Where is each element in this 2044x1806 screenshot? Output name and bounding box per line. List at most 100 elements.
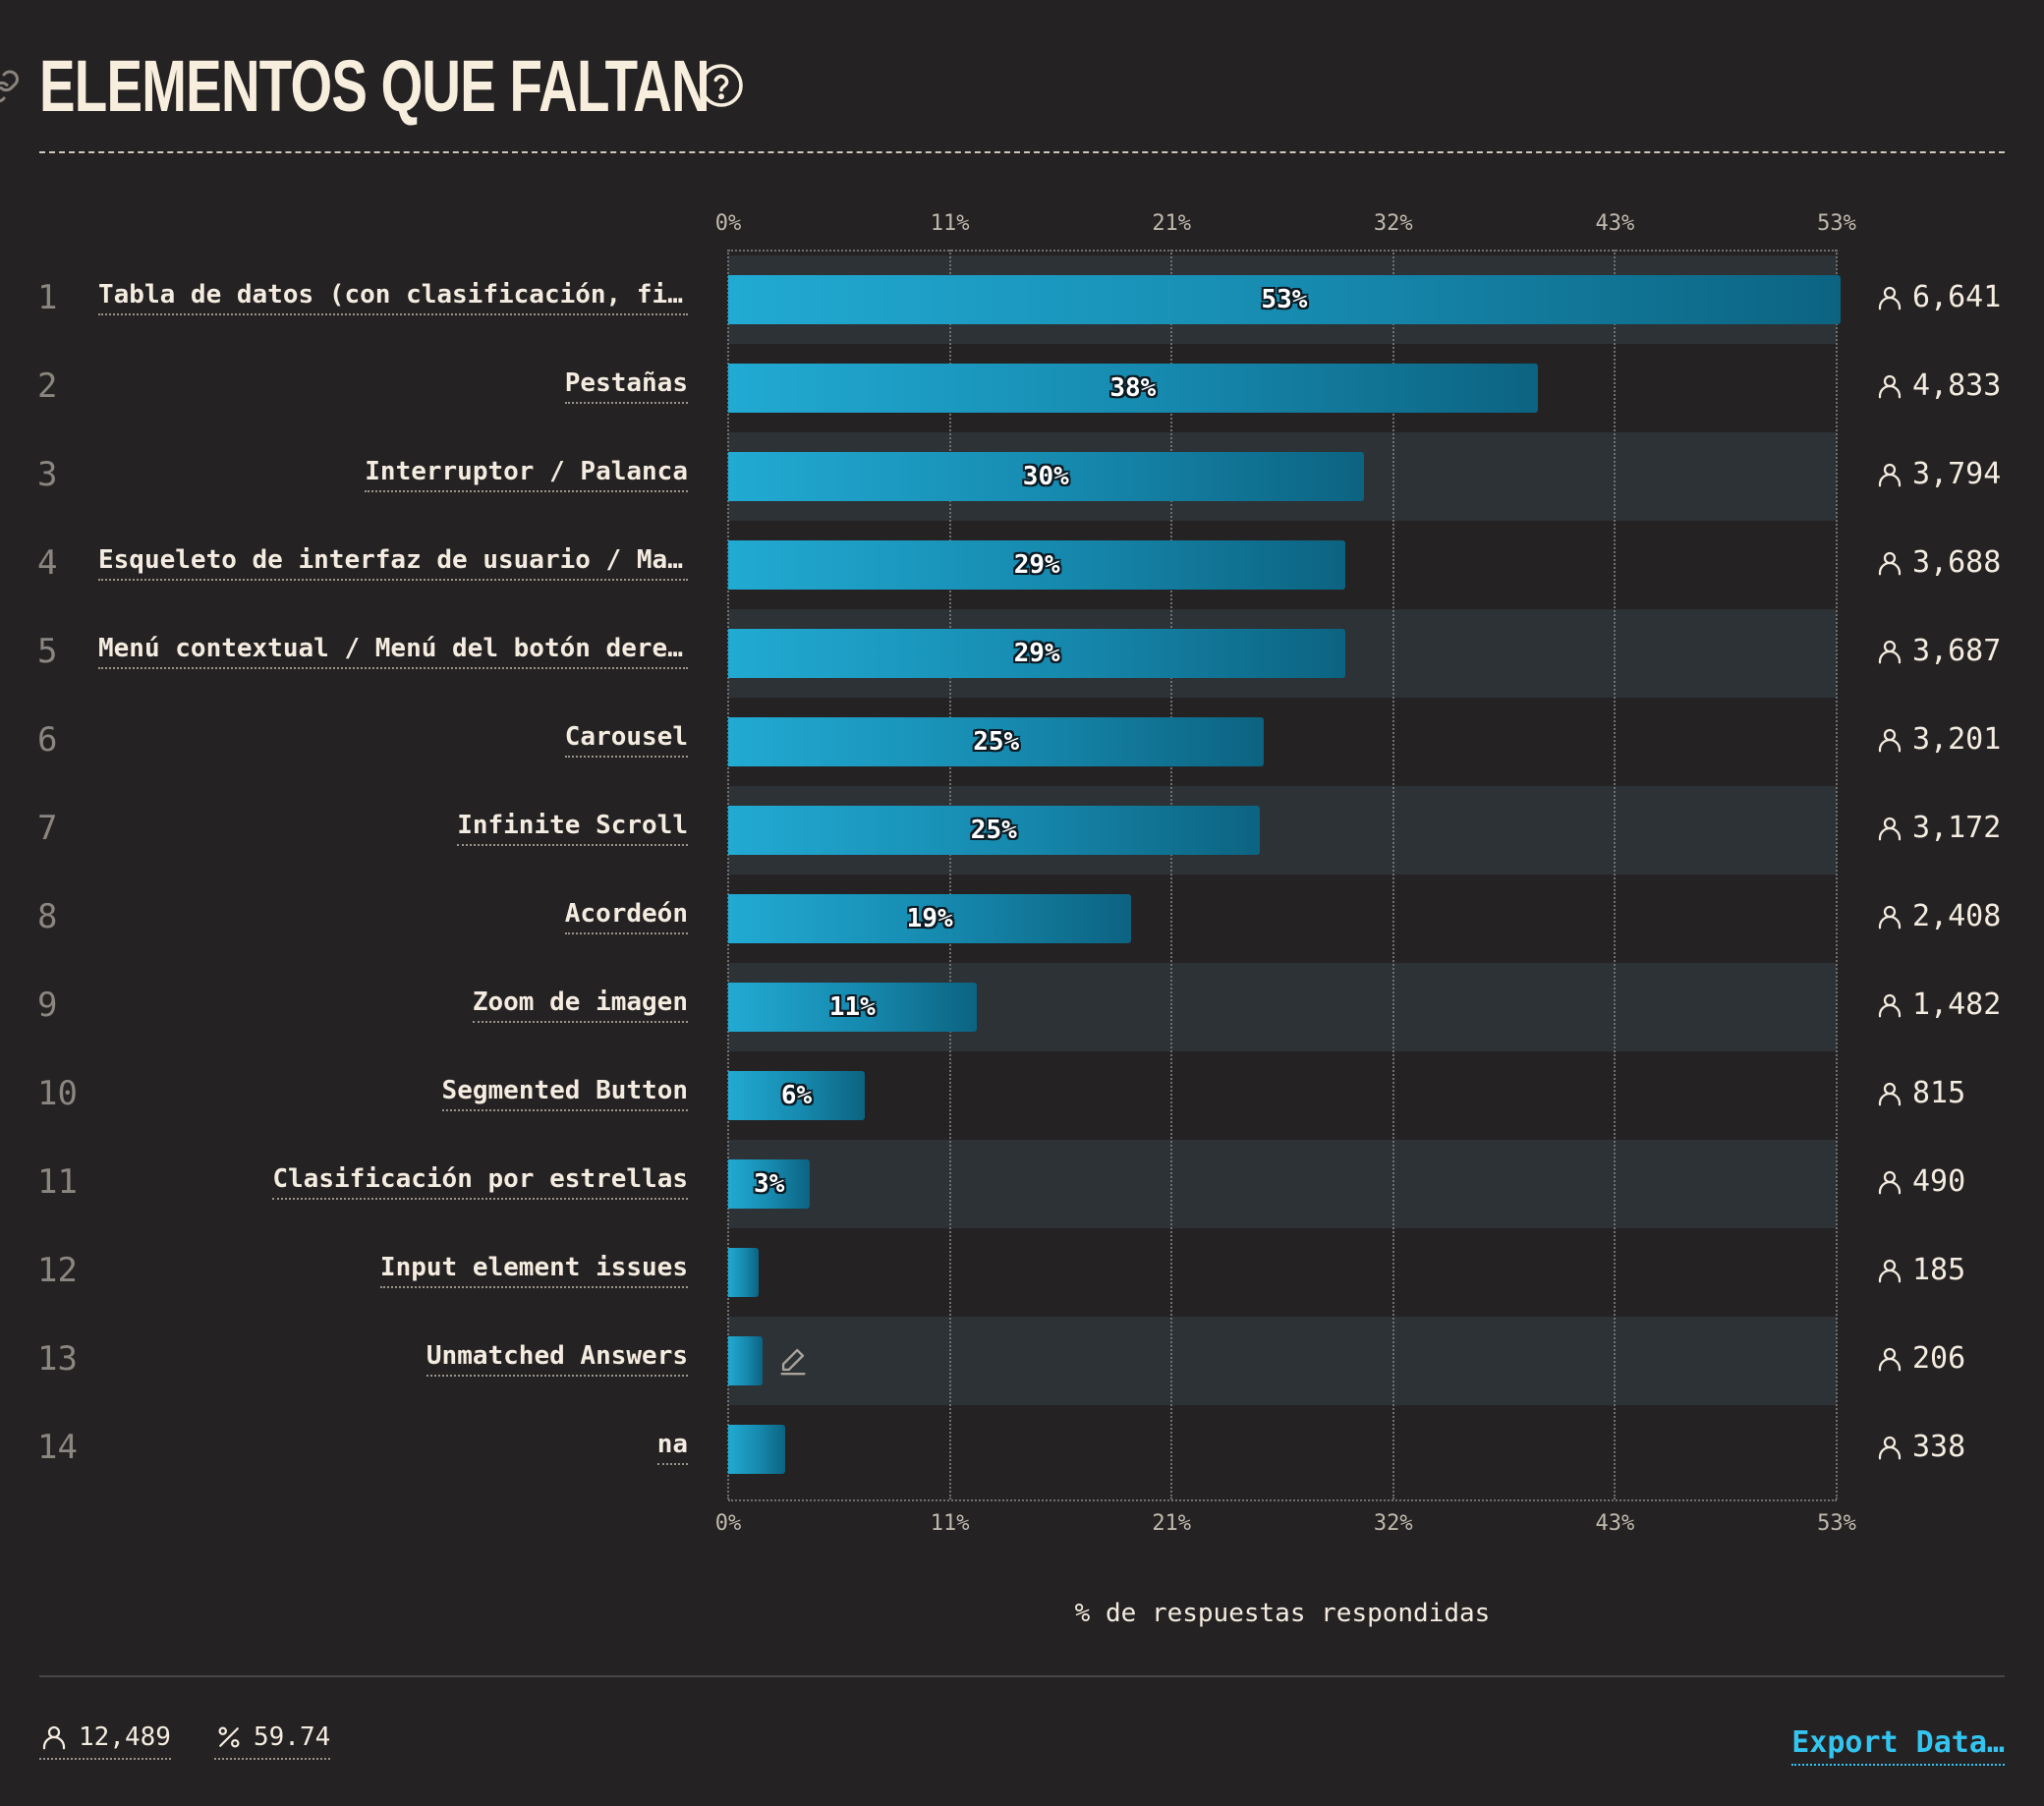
user-icon <box>1878 463 1902 486</box>
bar[interactable] <box>728 1425 785 1474</box>
x-tick-label: 32% <box>1373 1511 1413 1536</box>
x-tick-label: 53% <box>1817 1511 1856 1536</box>
respondent-count: 338 <box>1875 1430 1965 1464</box>
bar-value-label: 38% <box>1109 373 1157 403</box>
bar[interactable] <box>728 540 1346 590</box>
count-value: 3,201 <box>1912 722 2002 757</box>
bar[interactable] <box>728 983 977 1032</box>
bar-value-label: 53% <box>1261 285 1308 314</box>
row-band <box>728 1317 1837 1405</box>
bar-value-label: 19% <box>906 904 953 933</box>
row-label[interactable]: Carousel <box>564 722 688 758</box>
chart-title-container: ELEMENTOS QUE FALTAN <box>39 37 944 136</box>
bar[interactable] <box>728 452 1364 501</box>
row-label[interactable]: Tabla de datos (con clasificación, fil… <box>98 280 688 315</box>
x-tick-label: 43% <box>1595 1511 1635 1536</box>
row-rank: 13 <box>37 1339 78 1379</box>
respondents-stat[interactable]: 12,489 <box>39 1722 171 1760</box>
chart-title: ELEMENTOS QUE FALTAN <box>39 45 710 127</box>
count-value: 206 <box>1912 1341 1966 1376</box>
user-icon <box>42 1725 66 1750</box>
bar[interactable] <box>728 806 1260 855</box>
export-data-link[interactable]: Export Data… <box>1791 1725 2005 1766</box>
x-tick-label: 0% <box>714 1511 742 1536</box>
row-band <box>728 1051 1837 1140</box>
count-value: 2,408 <box>1912 899 2002 933</box>
bar[interactable] <box>728 894 1132 943</box>
row-label[interactable]: Segmented Button <box>441 1076 688 1111</box>
row-label[interactable]: Acordeón <box>564 899 688 934</box>
bar[interactable] <box>728 717 1265 766</box>
title-divider <box>39 151 2005 153</box>
user-icon <box>1878 728 1902 752</box>
respondent-count: 490 <box>1875 1164 1965 1199</box>
respondent-count: 1,482 <box>1875 988 2001 1022</box>
user-icon <box>1878 905 1902 929</box>
x-axis-label: % de respuestas respondidas <box>1074 1599 1491 1628</box>
bar-value-label: 30% <box>1022 462 1069 491</box>
axis-line <box>728 250 1837 252</box>
row-label[interactable]: Input element issues <box>379 1253 688 1288</box>
row-band <box>728 1405 1837 1494</box>
row-band <box>728 1140 1837 1228</box>
count-value: 490 <box>1912 1164 1966 1199</box>
row-label[interactable]: Zoom de imagen <box>472 988 688 1023</box>
count-value: 815 <box>1912 1076 1966 1110</box>
user-icon <box>1878 1170 1902 1194</box>
percent-stat[interactable]: 59.74 <box>214 1722 331 1760</box>
bar[interactable] <box>728 629 1346 678</box>
bar-value-label: 25% <box>970 816 1017 845</box>
bar[interactable] <box>728 1248 760 1297</box>
row-band <box>728 1228 1837 1317</box>
percent-value: 59.74 <box>254 1722 331 1752</box>
x-tick-label: 11% <box>930 1511 970 1536</box>
count-value: 3,688 <box>1912 545 2002 580</box>
footer-divider <box>39 1675 2005 1677</box>
row-rank: 5 <box>37 632 58 671</box>
bar[interactable] <box>728 1336 764 1385</box>
respondent-count: 3,201 <box>1875 722 2001 757</box>
row-rank: 4 <box>37 543 58 583</box>
user-icon <box>1878 1436 1902 1459</box>
count-value: 338 <box>1912 1430 1966 1464</box>
bar-value-label: 29% <box>1013 639 1060 668</box>
x-tick-label: 53% <box>1817 211 1856 236</box>
respondent-count: 3,687 <box>1875 634 2001 668</box>
row-label[interactable]: Esqueleto de interfaz de usuario / Mar… <box>98 545 688 581</box>
row-rank: 3 <box>37 455 58 494</box>
bar[interactable] <box>728 1159 811 1209</box>
row-label[interactable]: Interruptor / Palanca <box>365 457 688 492</box>
row-rank: 12 <box>37 1251 78 1290</box>
respondent-count: 6,641 <box>1875 280 2001 314</box>
user-icon <box>1878 286 1902 310</box>
respondent-count: 3,794 <box>1875 457 2001 491</box>
count-value: 3,172 <box>1912 811 2002 845</box>
row-label[interactable]: Infinite Scroll <box>457 811 688 846</box>
count-value: 3,794 <box>1912 457 2002 491</box>
x-tick-label: 32% <box>1373 211 1413 236</box>
row-label[interactable]: Menú contextual / Menú del botón derec… <box>98 634 688 669</box>
respondent-count: 206 <box>1875 1341 1965 1376</box>
user-icon <box>1878 1082 1902 1105</box>
row-rank: 10 <box>37 1074 78 1113</box>
bar-value-label: 25% <box>973 727 1020 757</box>
bar[interactable] <box>728 275 1841 324</box>
bar-value-label: 11% <box>828 992 876 1022</box>
respondent-count: 185 <box>1875 1253 1965 1287</box>
help-circle-icon[interactable] <box>698 62 745 109</box>
row-label[interactable]: Pestañas <box>564 368 688 404</box>
gridline <box>948 250 951 1499</box>
x-tick-label: 21% <box>1152 1511 1192 1536</box>
user-icon <box>1878 374 1902 398</box>
user-icon <box>1878 1259 1902 1282</box>
respondent-count: 3,688 <box>1875 545 2001 580</box>
row-label[interactable]: Unmatched Answers <box>426 1341 688 1377</box>
bar[interactable] <box>728 1071 865 1120</box>
gridline <box>1836 250 1838 1499</box>
link-icon[interactable] <box>0 69 22 104</box>
row-label[interactable]: Clasificación por estrellas <box>272 1164 688 1200</box>
row-rank: 9 <box>37 986 58 1025</box>
pencil-icon[interactable] <box>776 1343 810 1377</box>
row-label[interactable]: na <box>656 1430 688 1465</box>
bar[interactable] <box>728 364 1538 413</box>
